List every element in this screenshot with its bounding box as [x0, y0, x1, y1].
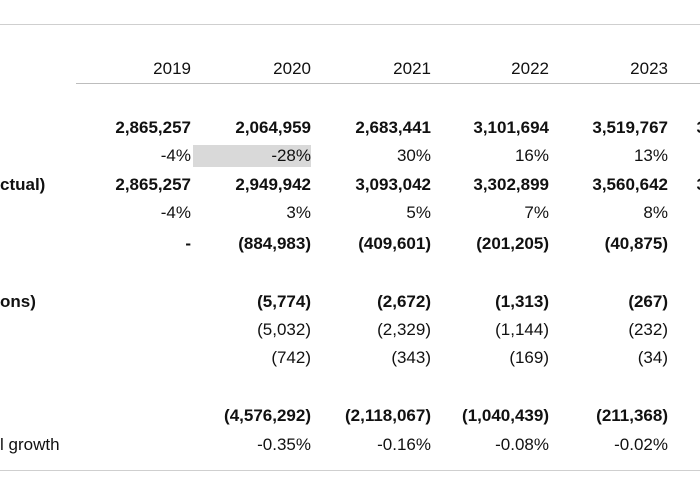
- table-cell: 13%: [633, 146, 668, 165]
- table-cell: (34): [637, 348, 668, 367]
- table-cell: (4,576,292): [224, 406, 311, 425]
- table-cell: (169): [509, 348, 549, 367]
- table-cell: (1,313): [495, 292, 549, 311]
- table-cell: (742): [271, 348, 311, 367]
- table-cell: (1,040,439): [462, 406, 549, 425]
- table-cell: 3,519,767: [592, 118, 668, 137]
- table-cell: 16%: [514, 146, 549, 165]
- top-border: [0, 24, 700, 25]
- table-cell: 3,302,899: [473, 175, 549, 194]
- year-header: 2020: [273, 59, 311, 78]
- table-cell: 30%: [396, 146, 431, 165]
- table-cell: (267): [628, 292, 668, 311]
- table-cell: 2,865,257: [115, 118, 191, 137]
- table-cell: -0.16%: [377, 435, 431, 454]
- row-label: ons): [0, 292, 36, 311]
- table-cell: 3: [588, 174, 700, 196]
- table-cell: 5%: [406, 203, 431, 222]
- table-cell: -0.35%: [257, 435, 311, 454]
- table-cell: 3%: [286, 203, 311, 222]
- table-cell: -4%: [160, 203, 191, 222]
- row-label: ctual): [0, 175, 46, 194]
- header-underline: [76, 83, 700, 84]
- table-cell: (5,032): [257, 320, 311, 339]
- table-cell: 3: [588, 117, 700, 139]
- table-cell: -0.02%: [614, 435, 668, 454]
- bottom-border: [0, 470, 700, 471]
- table-cell: (409,601): [358, 234, 431, 253]
- table-cell: (232): [628, 320, 668, 339]
- table-cell: 2,064,959: [235, 118, 311, 137]
- table-cell: (1,144): [495, 320, 549, 339]
- table-cell: -: [185, 234, 191, 253]
- year-header: 2022: [511, 59, 549, 78]
- table-cell: 3,101,694: [473, 118, 549, 137]
- table-cell: (5,774): [257, 292, 311, 311]
- table-cell: 2,949,942: [235, 175, 311, 194]
- highlighted-cell: -28%: [193, 145, 311, 167]
- table-cell: (2,672): [377, 292, 431, 311]
- table-cell: 2,865,257: [115, 175, 191, 194]
- table-cell: (40,875): [604, 234, 668, 253]
- table-cell: -0.08%: [495, 435, 549, 454]
- table-cell: (2,329): [377, 320, 431, 339]
- table-cell: 7%: [524, 203, 549, 222]
- table-cell: 3,093,042: [355, 175, 431, 194]
- table-cell: (343): [391, 348, 431, 367]
- table-cell: 8%: [643, 203, 668, 222]
- year-header: 2019: [153, 59, 191, 78]
- year-header: 2021: [393, 59, 431, 78]
- table-cell: (2,118,067): [344, 406, 431, 425]
- row-label: l growth: [0, 435, 60, 454]
- table-cell: 2,683,441: [355, 118, 431, 137]
- table-cell: (211,368): [596, 406, 668, 425]
- table-cell: 3,560,642: [592, 175, 668, 194]
- table-cell: (884,983): [238, 234, 311, 253]
- table-cell: -4%: [160, 146, 191, 165]
- table-cell: (201,205): [476, 234, 549, 253]
- year-header: 2023: [630, 59, 668, 78]
